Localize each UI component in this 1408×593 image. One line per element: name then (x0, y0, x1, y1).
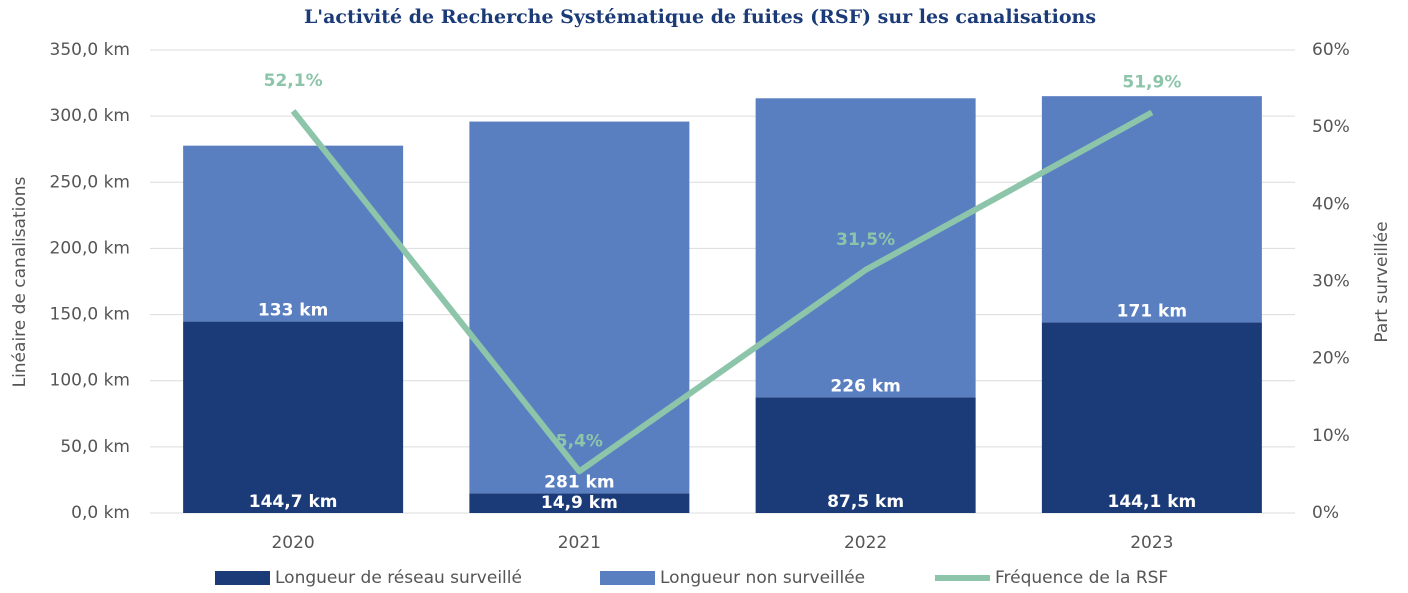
legend-swatch (600, 571, 655, 585)
bar (1041, 96, 1262, 323)
y2-tick-label: 60% (1312, 40, 1350, 60)
data-label: 31,5% (836, 230, 895, 250)
legend-label: Longueur non surveillée (660, 568, 865, 588)
legend-label: Fréquence de la RSF (995, 568, 1168, 588)
y2-tick-label: 0% (1312, 503, 1339, 523)
x-tick-label: 2022 (844, 533, 887, 553)
y-tick-label: 350,0 km (50, 40, 130, 60)
legend-label: Longueur de réseau surveillé (275, 568, 522, 588)
y2-axis-label: Part surveillée (1372, 221, 1392, 342)
x-tick-label: 2020 (271, 533, 314, 553)
bar (1041, 322, 1262, 513)
data-label: 144,1 km (1108, 492, 1197, 512)
bar (183, 321, 404, 513)
y-tick-label: 300,0 km (50, 106, 130, 126)
y-tick-label: 150,0 km (50, 305, 130, 325)
data-label: 144,7 km (249, 492, 338, 512)
data-label: 51,9% (1122, 73, 1181, 93)
data-label: 87,5 km (827, 492, 904, 512)
line (290, 109, 1154, 475)
legend-swatch (215, 571, 270, 585)
data-label: 133 km (258, 301, 328, 321)
data-label: 171 km (1117, 301, 1187, 321)
y2-tick-label: 10% (1312, 426, 1350, 446)
y2-tick-label: 30% (1312, 272, 1350, 292)
y-tick-label: 200,0 km (50, 238, 130, 258)
data-label: 281 km (544, 472, 614, 492)
bar (183, 145, 404, 322)
data-label: 5,4% (556, 431, 603, 451)
x-tick-label: 2021 (558, 533, 601, 553)
y2-tick-label: 20% (1312, 349, 1350, 369)
bar (469, 121, 690, 494)
bar (469, 493, 690, 513)
y-axis-label: Linéaire de canalisations (10, 176, 30, 387)
y2-tick-label: 50% (1312, 117, 1350, 137)
chart-title: L'activité de Recherche Systématique de … (304, 6, 1096, 28)
y2-tick-label: 40% (1312, 194, 1350, 214)
bar (755, 397, 976, 513)
bar (755, 98, 976, 398)
x-tick-label: 2023 (1130, 533, 1173, 553)
y-tick-label: 0,0 km (71, 503, 130, 523)
data-label: 52,1% (264, 71, 323, 91)
y-tick-label: 100,0 km (50, 371, 130, 391)
data-label: 226 km (830, 376, 900, 396)
y-tick-label: 50,0 km (60, 437, 130, 457)
data-label: 14,9 km (541, 493, 618, 513)
y-tick-label: 250,0 km (50, 172, 130, 192)
